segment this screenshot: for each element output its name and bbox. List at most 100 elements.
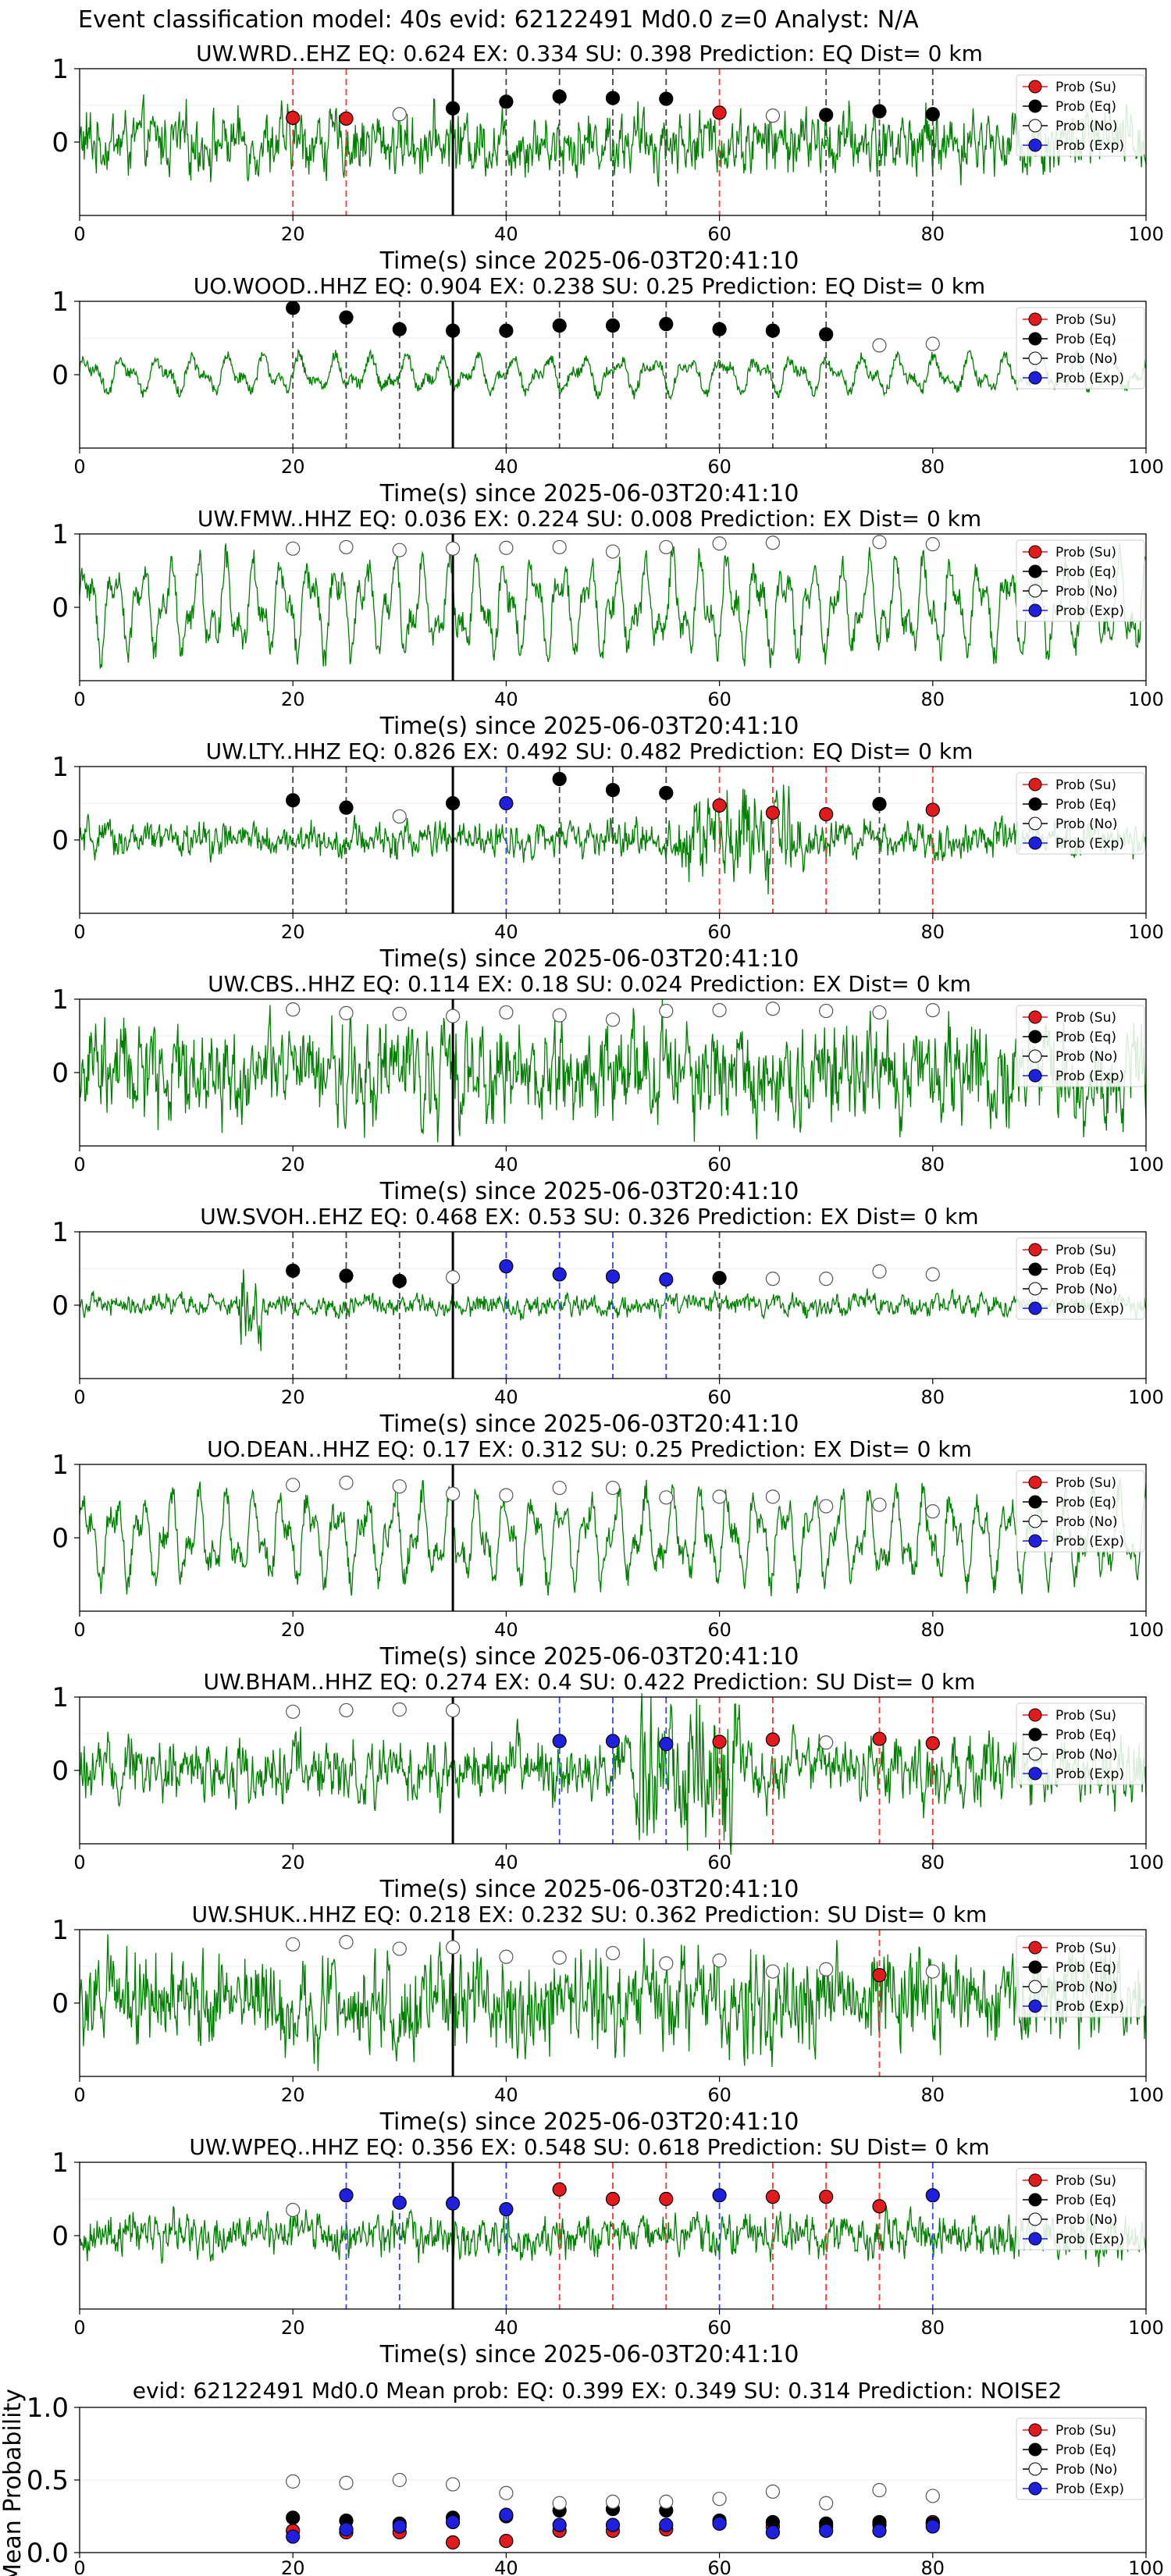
prob-point-eq <box>499 94 514 109</box>
prob-point-no <box>552 539 567 555</box>
mean-point-exp <box>819 2524 834 2539</box>
prob-point-no <box>286 1478 301 1493</box>
waveform-trace <box>79 94 1147 187</box>
prob-point-eq <box>552 318 567 333</box>
mean-point-eq <box>286 2510 301 2525</box>
prob-point-no <box>392 107 407 122</box>
y-tick-label: 0 <box>52 1756 69 1787</box>
x-tick-label: 0 <box>73 2084 85 2106</box>
prob-point-su <box>712 1735 727 1749</box>
waveform-trace <box>79 1693 1147 1855</box>
prob-point-no <box>659 1490 674 1505</box>
legend-marker-exp <box>1028 1999 1042 2013</box>
x-axis-label: Time(s) since 2025-06-03T20:41:10 <box>379 713 799 740</box>
legend-marker-exp <box>1028 138 1042 152</box>
prob-point-no <box>872 1005 887 1020</box>
prob-point-no <box>925 1002 940 1018</box>
x-tick-label: 100 <box>1128 223 1164 245</box>
legend-marker-su <box>1028 1010 1042 1024</box>
prob-point-no <box>819 1499 834 1514</box>
prob-point-eq <box>659 317 674 332</box>
x-tick-label: 60 <box>707 1154 731 1176</box>
legend-label-su: Prob (Su) <box>1055 1243 1116 1258</box>
legend-label-no: Prob (No) <box>1055 1514 1118 1530</box>
prob-point-no <box>712 1953 727 1968</box>
x-tick-label: 0 <box>73 456 85 478</box>
x-tick-label: 20 <box>281 2084 305 2106</box>
x-axis-label: Time(s) since 2025-06-03T20:41:10 <box>379 1643 799 1670</box>
legend-marker-eq <box>1028 564 1042 578</box>
mean-point-no <box>819 2496 834 2510</box>
y-tick-label: 0.0 <box>27 2538 69 2569</box>
panel-title: UW.LTY..HHZ EQ: 0.826 EX: 0.492 SU: 0.48… <box>206 738 973 764</box>
legend-marker-no <box>1028 351 1042 365</box>
legend-label-exp: Prob (Exp) <box>1055 1301 1124 1317</box>
legend-marker-no <box>1028 1049 1042 1063</box>
legend-label-eq: Prob (Eq) <box>1055 1030 1116 1045</box>
x-tick-label: 40 <box>494 1619 518 1641</box>
x-tick-label: 20 <box>281 688 305 710</box>
prob-point-no <box>392 1941 407 1956</box>
mean-point-exp <box>286 2529 301 2544</box>
prob-point-eq <box>339 1268 354 1283</box>
legend-label-exp: Prob (Exp) <box>1055 1069 1124 1084</box>
x-tick-label: 80 <box>921 2084 945 2106</box>
prob-point-exp <box>659 1737 674 1752</box>
prob-point-no <box>286 1937 301 1952</box>
mean-point-no <box>659 2494 674 2509</box>
mean-point-no <box>339 2475 354 2490</box>
legend-marker-exp <box>1028 1301 1042 1315</box>
x-tick-label: 0 <box>73 2317 85 2339</box>
x-tick-label: 0 <box>73 688 85 710</box>
legend: Prob (Su) Prob (Eq) Prob (No) Prob (Exp) <box>1016 74 1145 157</box>
summary-title: evid: 62122491 Md0.0 Mean prob: EQ: 0.39… <box>133 2378 1062 2403</box>
legend-box <box>1016 1005 1145 1087</box>
y-tick-label: 0 <box>52 127 69 158</box>
legend-label-no: Prob (No) <box>1055 1747 1118 1763</box>
prob-point-no <box>445 1940 461 1955</box>
main-title: Event classification model: 40s evid: 62… <box>78 6 919 34</box>
station-panel: UW.LTY..HHZ EQ: 0.826 EX: 0.492 SU: 0.48… <box>52 738 1164 973</box>
prob-point-no <box>552 1008 567 1023</box>
prob-point-exp <box>445 2196 461 2211</box>
prob-point-no <box>872 1497 887 1512</box>
mean-point-no <box>925 2489 940 2503</box>
legend-marker-no <box>1028 119 1042 133</box>
prob-point-no <box>819 1735 834 1750</box>
prob-point-su <box>765 2190 781 2204</box>
prob-point-eq <box>659 785 674 800</box>
prob-point-no <box>605 1480 621 1496</box>
prob-point-su <box>712 105 727 120</box>
prob-point-su <box>605 2191 621 2207</box>
legend-label-eq: Prob (Eq) <box>1055 99 1116 115</box>
x-tick-label: 40 <box>494 223 518 245</box>
prob-point-exp <box>552 1734 567 1749</box>
prob-point-su <box>925 1736 940 1751</box>
y-tick-label: 1 <box>52 1682 69 1713</box>
prob-point-no <box>552 1480 567 1496</box>
legend-label-no: Prob (No) <box>1055 1980 1118 1995</box>
prob-point-eq <box>819 108 834 123</box>
legend-label-eq: Prob (Eq) <box>1055 1495 1116 1510</box>
x-tick-label: 80 <box>921 456 945 478</box>
prob-point-no <box>339 1475 354 1490</box>
legend-marker-exp <box>1028 1767 1042 1781</box>
x-tick-label: 40 <box>494 2557 518 2576</box>
prob-point-no <box>872 338 887 353</box>
prob-point-exp <box>659 1272 674 1287</box>
prob-point-no <box>499 1005 514 1020</box>
legend-box <box>1016 539 1145 622</box>
legend-label-eq: Prob (Eq) <box>1055 2193 1116 2208</box>
legend-box <box>1016 1237 1145 1320</box>
mean-point-su <box>499 2534 514 2549</box>
x-tick-label: 20 <box>281 1154 305 1176</box>
prob-point-eq <box>605 91 621 105</box>
x-tick-label: 60 <box>707 1852 731 1873</box>
prob-point-eq <box>445 795 461 811</box>
legend-marker-eq <box>1028 99 1042 113</box>
legend-marker-su <box>1028 1708 1042 1722</box>
legend-box <box>1016 2168 1145 2250</box>
legend-marker-exp <box>1028 836 1042 850</box>
prob-point-no <box>552 1950 567 1965</box>
legend-marker-no <box>1028 2212 1042 2226</box>
